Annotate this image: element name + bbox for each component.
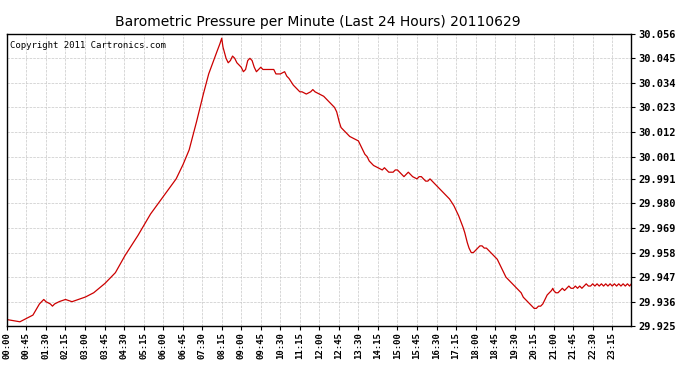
- Text: Barometric Pressure per Minute (Last 24 Hours) 20110629: Barometric Pressure per Minute (Last 24 …: [115, 15, 520, 29]
- Text: Copyright 2011 Cartronics.com: Copyright 2011 Cartronics.com: [10, 41, 166, 50]
